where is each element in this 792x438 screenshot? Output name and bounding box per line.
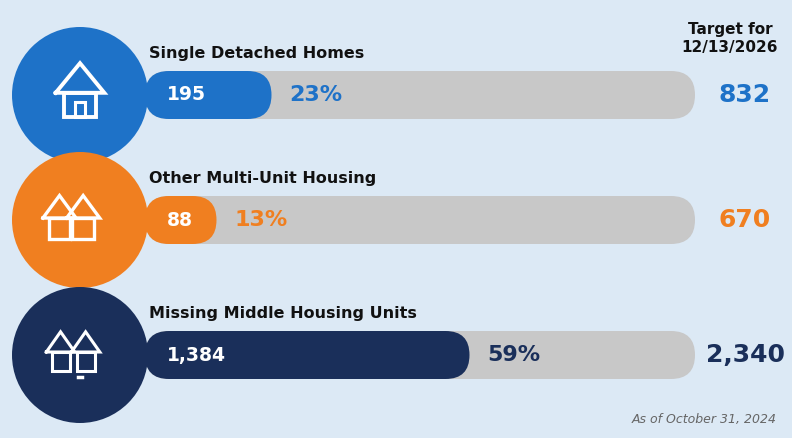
Text: 13%: 13% — [234, 210, 287, 230]
Text: Target for: Target for — [687, 22, 772, 37]
FancyBboxPatch shape — [145, 71, 695, 119]
Text: 12/13/2026: 12/13/2026 — [682, 40, 779, 55]
Circle shape — [12, 27, 148, 163]
Text: 2,340: 2,340 — [706, 343, 785, 367]
Text: 670: 670 — [719, 208, 771, 232]
FancyBboxPatch shape — [145, 196, 695, 244]
FancyBboxPatch shape — [145, 196, 216, 244]
FancyBboxPatch shape — [145, 331, 470, 379]
Bar — [72, 218, 94, 239]
Bar — [51, 352, 70, 371]
Text: 59%: 59% — [488, 345, 541, 365]
Bar — [48, 218, 70, 239]
Bar — [77, 352, 94, 371]
Text: 832: 832 — [719, 83, 771, 107]
Circle shape — [12, 287, 148, 423]
Text: As of October 31, 2024: As of October 31, 2024 — [632, 413, 777, 426]
Circle shape — [12, 152, 148, 288]
FancyBboxPatch shape — [145, 71, 272, 119]
Text: Single Detached Homes: Single Detached Homes — [149, 46, 364, 61]
Text: 88: 88 — [167, 211, 193, 230]
FancyBboxPatch shape — [145, 331, 695, 379]
Bar — [64, 93, 96, 117]
Text: 195: 195 — [167, 85, 206, 105]
Text: 1,384: 1,384 — [167, 346, 226, 364]
Bar — [75, 102, 85, 117]
Text: Missing Middle Housing Units: Missing Middle Housing Units — [149, 306, 417, 321]
Text: 23%: 23% — [290, 85, 343, 105]
Text: Other Multi-Unit Housing: Other Multi-Unit Housing — [149, 171, 376, 186]
